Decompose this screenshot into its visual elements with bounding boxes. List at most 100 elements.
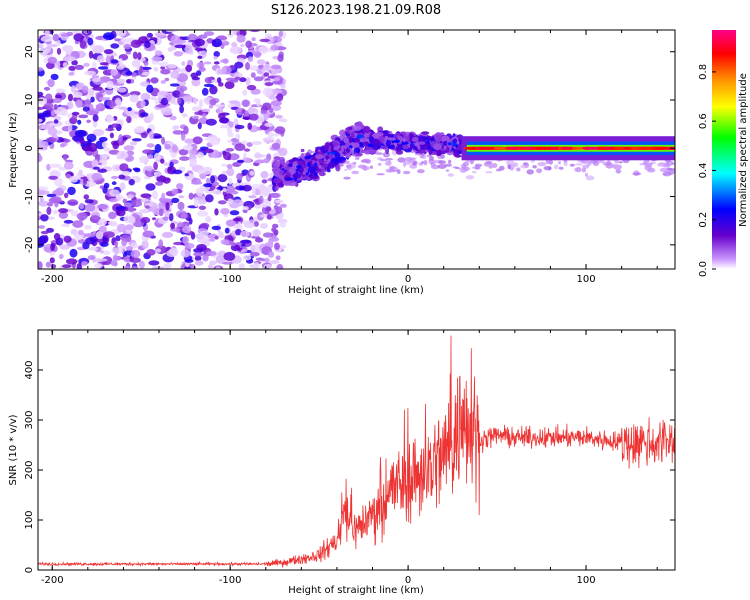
- snr-y-label: SNR (10 * v/v): [8, 414, 19, 485]
- noise-blob: [177, 96, 182, 105]
- noise-blob: [85, 237, 96, 245]
- speckle-blob: [488, 165, 493, 169]
- noise-blob: [196, 244, 207, 251]
- noise-blob: [193, 252, 205, 257]
- speckle-blob: [574, 167, 579, 172]
- noise-blob: [182, 145, 193, 151]
- tone-core: [638, 146, 656, 150]
- noise-blob: [38, 140, 45, 148]
- noise-blob: [211, 38, 222, 48]
- noise-blob: [38, 200, 49, 207]
- noise-blob: [117, 87, 127, 93]
- noise-blob: [76, 263, 82, 269]
- noise-blob: [88, 87, 95, 97]
- noise-blob: [220, 239, 230, 245]
- noise-blob: [158, 208, 164, 217]
- noise-blob: [276, 264, 284, 269]
- noise-blob: [217, 174, 228, 183]
- speckle-blob: [345, 160, 350, 165]
- speckle-blob: [483, 162, 492, 167]
- noise-blob: [108, 198, 118, 203]
- noise-blob: [71, 111, 80, 116]
- noise-blob: [180, 213, 188, 219]
- noise-blob: [230, 242, 237, 247]
- signal-blob: [387, 137, 397, 141]
- noise-blob: [249, 30, 260, 33]
- noise-blob: [153, 135, 162, 139]
- noise-blob: [92, 61, 97, 70]
- noise-blob: [246, 142, 253, 148]
- colorbar-label: Normalized spectral amplitude: [738, 73, 749, 227]
- noise-blob: [58, 253, 64, 260]
- noise-blob: [106, 80, 114, 90]
- noise-blob: [106, 100, 118, 107]
- noise-blob: [39, 196, 44, 203]
- noise-blob: [66, 258, 78, 265]
- tone-core: [613, 146, 625, 150]
- signal-blob: [358, 141, 364, 147]
- noise-blob: [146, 32, 153, 38]
- noise-blob: [170, 222, 176, 230]
- noise-blob: [39, 47, 50, 55]
- noise-blob: [128, 179, 135, 186]
- speckle-blob: [343, 176, 351, 180]
- colorbar-ticks: 0.0 0.2 0.4 0.6 0.8: [698, 64, 716, 277]
- noise-blob: [247, 122, 252, 130]
- noise-blob: [161, 192, 166, 202]
- signal-blob: [300, 148, 305, 153]
- noise-blob: [228, 153, 240, 161]
- speckle-blob: [464, 160, 471, 163]
- tone-core: [519, 146, 534, 150]
- noise-blob: [84, 70, 96, 76]
- signal-blob: [435, 134, 442, 142]
- noise-blob: [234, 124, 245, 130]
- noise-blob: [53, 177, 64, 187]
- noise-blob: [224, 227, 230, 234]
- noise-blob: [146, 249, 156, 256]
- speckle-blob: [375, 152, 383, 155]
- spectrogram-frame: [37, 29, 676, 270]
- noise-blob: [188, 192, 194, 200]
- noise-blob: [262, 102, 272, 111]
- noise-blob: [160, 68, 171, 75]
- noise-blob: [208, 238, 216, 242]
- noise-blob: [197, 210, 209, 217]
- noise-blob: [59, 143, 66, 148]
- noise-blob: [225, 148, 235, 152]
- noise-blob: [200, 222, 210, 229]
- noise-blob: [139, 65, 144, 74]
- noise-blob: [270, 192, 281, 199]
- colorbar-tick-label: 0.8: [698, 64, 709, 80]
- noise-blob: [74, 64, 85, 70]
- noise-blob: [164, 77, 170, 82]
- noise-blob: [94, 263, 103, 269]
- noise-blob: [242, 89, 248, 96]
- noise-blob: [263, 72, 270, 77]
- noise-blob: [205, 118, 217, 126]
- noise-blob: [271, 142, 281, 150]
- noise-blob: [274, 126, 286, 135]
- noise-blob: [247, 56, 253, 62]
- signal-blob: [332, 139, 340, 147]
- noise-blob: [194, 260, 204, 266]
- noise-blob: [140, 99, 146, 108]
- speckle-blob: [389, 165, 396, 170]
- speckle-blob: [355, 157, 360, 160]
- noise-blob: [135, 198, 142, 202]
- noise-blob: [152, 190, 159, 200]
- snr-series-line: [38, 335, 675, 569]
- noise-blob: [221, 163, 228, 167]
- noise-blob: [179, 81, 187, 86]
- noise-blob: [101, 256, 113, 266]
- noise-blob: [38, 97, 48, 105]
- noise-blob: [154, 143, 162, 153]
- noise-blob: [197, 55, 203, 60]
- signal-blob: [289, 166, 295, 175]
- speckle-blob: [520, 164, 529, 169]
- noise-blob: [278, 30, 283, 37]
- signal-blob: [315, 146, 324, 150]
- noise-blob: [50, 110, 55, 117]
- noise-blob: [118, 174, 126, 180]
- noise-blob: [232, 217, 242, 222]
